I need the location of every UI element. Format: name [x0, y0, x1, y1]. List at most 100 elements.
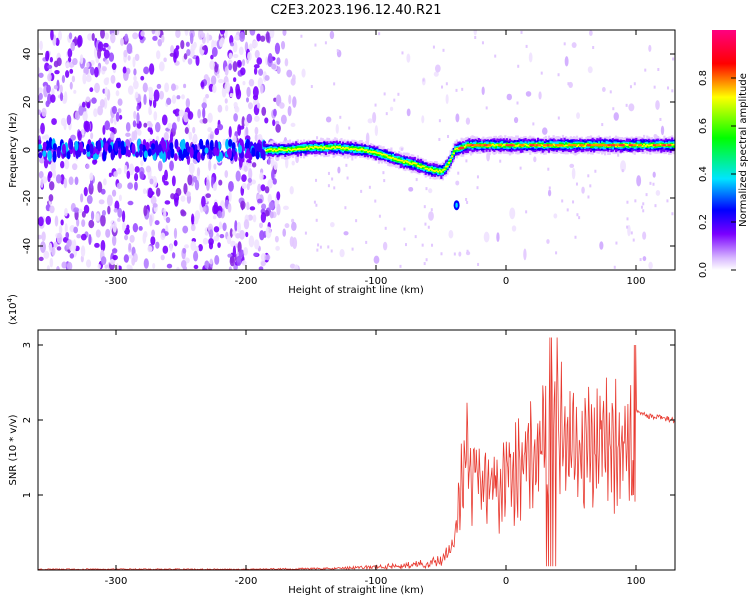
spectrogram-cell	[209, 134, 214, 140]
spectrogram-cell	[108, 172, 112, 178]
spectrogram-cell	[244, 152, 249, 159]
spectrogram-ridge-cell	[410, 160, 413, 165]
spectrogram-cell	[273, 108, 277, 117]
spectrogram-cell	[589, 30, 593, 36]
spectrogram-cell	[169, 52, 175, 57]
spectrogram-y-tick-label: -20	[22, 190, 33, 206]
spectrogram-cell	[654, 204, 657, 208]
spectrogram-cell	[453, 252, 456, 256]
spectrogram-cell	[134, 181, 138, 191]
spectrogram-cell	[86, 62, 90, 68]
spectrogram-ridge-cell	[399, 159, 402, 162]
spectrogram-cell	[630, 231, 633, 235]
spectrogram-cell	[213, 40, 218, 47]
spectrogram-cell	[99, 98, 105, 108]
spectrogram-ridge-cell	[409, 162, 412, 165]
spectrogram-cell	[228, 139, 233, 147]
spectrogram-x-ticks: -300 -200 -100 0 100	[105, 30, 646, 287]
spectrogram-cell	[187, 174, 193, 186]
spectrogram-cell	[601, 87, 606, 93]
spectrogram-cell	[517, 64, 520, 68]
spectrogram-cell	[648, 44, 652, 52]
spectrogram-cell	[304, 231, 307, 235]
snr-exponent-prefix: (x10	[8, 302, 19, 325]
spectrogram-cell	[142, 188, 147, 195]
spectrogram-ridge-cell	[281, 148, 284, 151]
spectrogram-ridge-cell	[351, 148, 354, 151]
spectrogram-cell	[276, 191, 281, 201]
spectrogram-cell	[38, 66, 41, 75]
colorbar-tick-label: 0.0	[698, 262, 709, 278]
spectrogram-cell	[180, 40, 185, 50]
spectrogram-cell	[58, 30, 63, 41]
spectrogram-ridge-cell	[390, 157, 393, 160]
spectrogram-ridge-cell	[323, 146, 326, 150]
spectrogram-cell	[260, 149, 265, 159]
spectrogram-cell	[465, 117, 471, 125]
spectrogram-cell	[154, 30, 161, 38]
spectrogram-ridge-cell	[627, 144, 630, 148]
spectrogram-cell	[236, 221, 241, 233]
spectrogram-ridge-cell	[338, 146, 342, 148]
spectrogram-cell	[345, 163, 348, 167]
spectrogram-cell	[83, 186, 88, 197]
spectrogram-cell	[74, 140, 79, 151]
spectrogram-cell	[317, 243, 320, 247]
spectrogram-cell	[97, 139, 102, 152]
spectrogram-cell	[516, 101, 519, 105]
spectrogram-cell	[626, 200, 629, 204]
spectrogram-cell	[154, 122, 161, 133]
spectrogram-cell	[156, 83, 162, 89]
spectrogram-cell	[52, 150, 57, 163]
spectrogram-ridge-cell	[566, 144, 569, 147]
spectrogram-ridge-cell	[509, 144, 514, 147]
spectrogram-cell	[232, 61, 238, 72]
spectrogram-cell	[148, 94, 155, 101]
spectrogram-cell	[251, 162, 257, 168]
spectrogram-cell	[104, 32, 109, 40]
spectrogram-cell	[50, 94, 56, 103]
snr-y-tick-label: 3	[22, 342, 33, 348]
spectrogram-ridge-cell	[542, 144, 547, 147]
spectrogram-cell	[135, 151, 140, 158]
spectrogram-ridge-cell	[606, 144, 611, 147]
spectrogram-ridge-cell	[341, 146, 345, 151]
spectrogram-ridge-cell	[402, 161, 405, 164]
spectrogram-cell	[438, 119, 441, 123]
spectrogram-cell	[80, 247, 85, 252]
spectrogram-cell	[117, 98, 123, 106]
spectrogram-cell	[271, 169, 275, 181]
spectrogram-cell	[143, 66, 150, 75]
spectrogram-ridge-cell	[628, 144, 633, 147]
spectrogram-ridge-cell	[433, 170, 437, 172]
spectrogram-ridge-cell	[332, 146, 335, 148]
figure-title: C2E3.2023.196.12.40.R21	[270, 3, 441, 18]
spectrogram-ridge-cell	[282, 147, 285, 151]
spectrogram-cell	[217, 242, 221, 248]
spectrogram-cell	[269, 30, 275, 39]
spectrogram-ridge-cell	[441, 168, 444, 173]
spectrogram-ridge-cell	[458, 147, 463, 150]
spectrogram-cell	[259, 84, 264, 94]
spectrogram-cell	[87, 33, 93, 41]
spectrogram-cell	[224, 98, 228, 104]
spectrogram-ridge-cell	[586, 144, 591, 147]
spectrogram-ridge-cell	[496, 144, 499, 146]
spectrogram-cell	[255, 151, 260, 160]
spectrogram-cell	[458, 251, 462, 257]
spectrogram-ridge-cell	[585, 143, 588, 146]
spectrogram-cell	[294, 264, 299, 270]
spectrogram-ridge-cell	[448, 161, 451, 164]
spectrogram-cell	[196, 167, 201, 177]
spectrogram-cell	[166, 149, 171, 160]
spectrogram-cell	[185, 41, 190, 47]
spectrogram-cell	[192, 134, 198, 143]
spectrogram-cell	[44, 62, 50, 72]
spectrogram-cell	[162, 245, 169, 254]
spectrogram-cell	[150, 143, 155, 151]
spectrogram-cell	[287, 105, 292, 117]
spectrogram-cell	[292, 96, 297, 108]
spectrogram-cell	[53, 241, 58, 248]
spectrogram-cell	[54, 70, 60, 75]
spectrogram-ridge-cell	[502, 144, 505, 148]
